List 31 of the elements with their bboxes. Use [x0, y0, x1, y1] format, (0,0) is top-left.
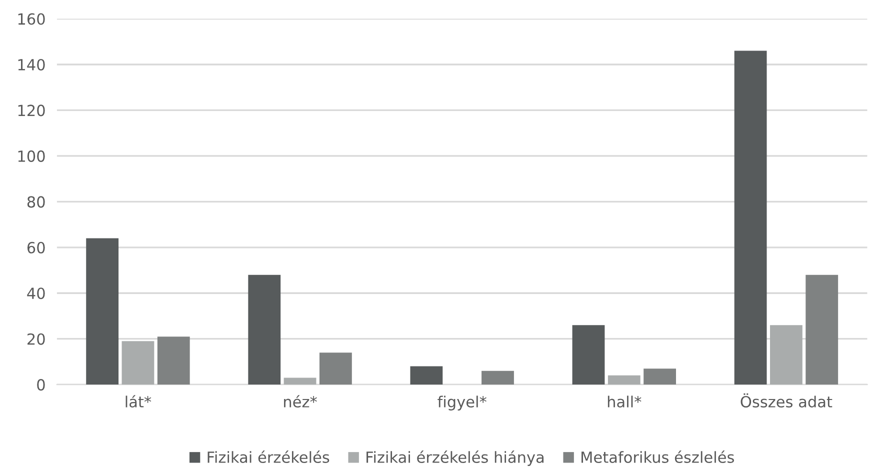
y-tick-label: 20 — [28, 333, 45, 345]
y-tick-label: 80 — [27, 196, 45, 208]
bar — [86, 238, 119, 385]
y-tick-label: 140 — [18, 58, 45, 71]
bar — [770, 325, 802, 385]
bar — [284, 378, 316, 385]
bar — [248, 274, 281, 385]
y-tick-label: 120 — [18, 104, 45, 116]
y-tick-label: 160 — [18, 13, 45, 25]
y-tick-label: 60 — [27, 242, 45, 254]
y-tick-label: 40 — [27, 288, 45, 300]
bar — [572, 325, 605, 385]
x-tick-label: figyel* — [438, 396, 486, 410]
y-tick-label: 0 — [37, 379, 45, 391]
legend-label: Fizikai érzékelés hiánya — [366, 450, 544, 466]
bar — [734, 50, 767, 385]
bar — [482, 370, 514, 385]
bar — [122, 341, 154, 385]
bar — [319, 352, 352, 385]
x-tick-label: lát* — [126, 395, 152, 408]
x-tick-label: hall* — [608, 396, 642, 408]
legend-label: Fizikai érzékelés — [208, 450, 330, 463]
x-tick-label: néz* — [284, 395, 317, 408]
legend-label: Metaforikus észlelés — [582, 450, 734, 463]
bar — [410, 366, 443, 385]
bar — [157, 336, 190, 385]
bar — [806, 274, 838, 385]
y-tick-label: 100 — [18, 150, 45, 162]
x-tick-label: Összes adat — [740, 393, 832, 408]
bar — [608, 375, 640, 385]
bar — [644, 368, 676, 385]
